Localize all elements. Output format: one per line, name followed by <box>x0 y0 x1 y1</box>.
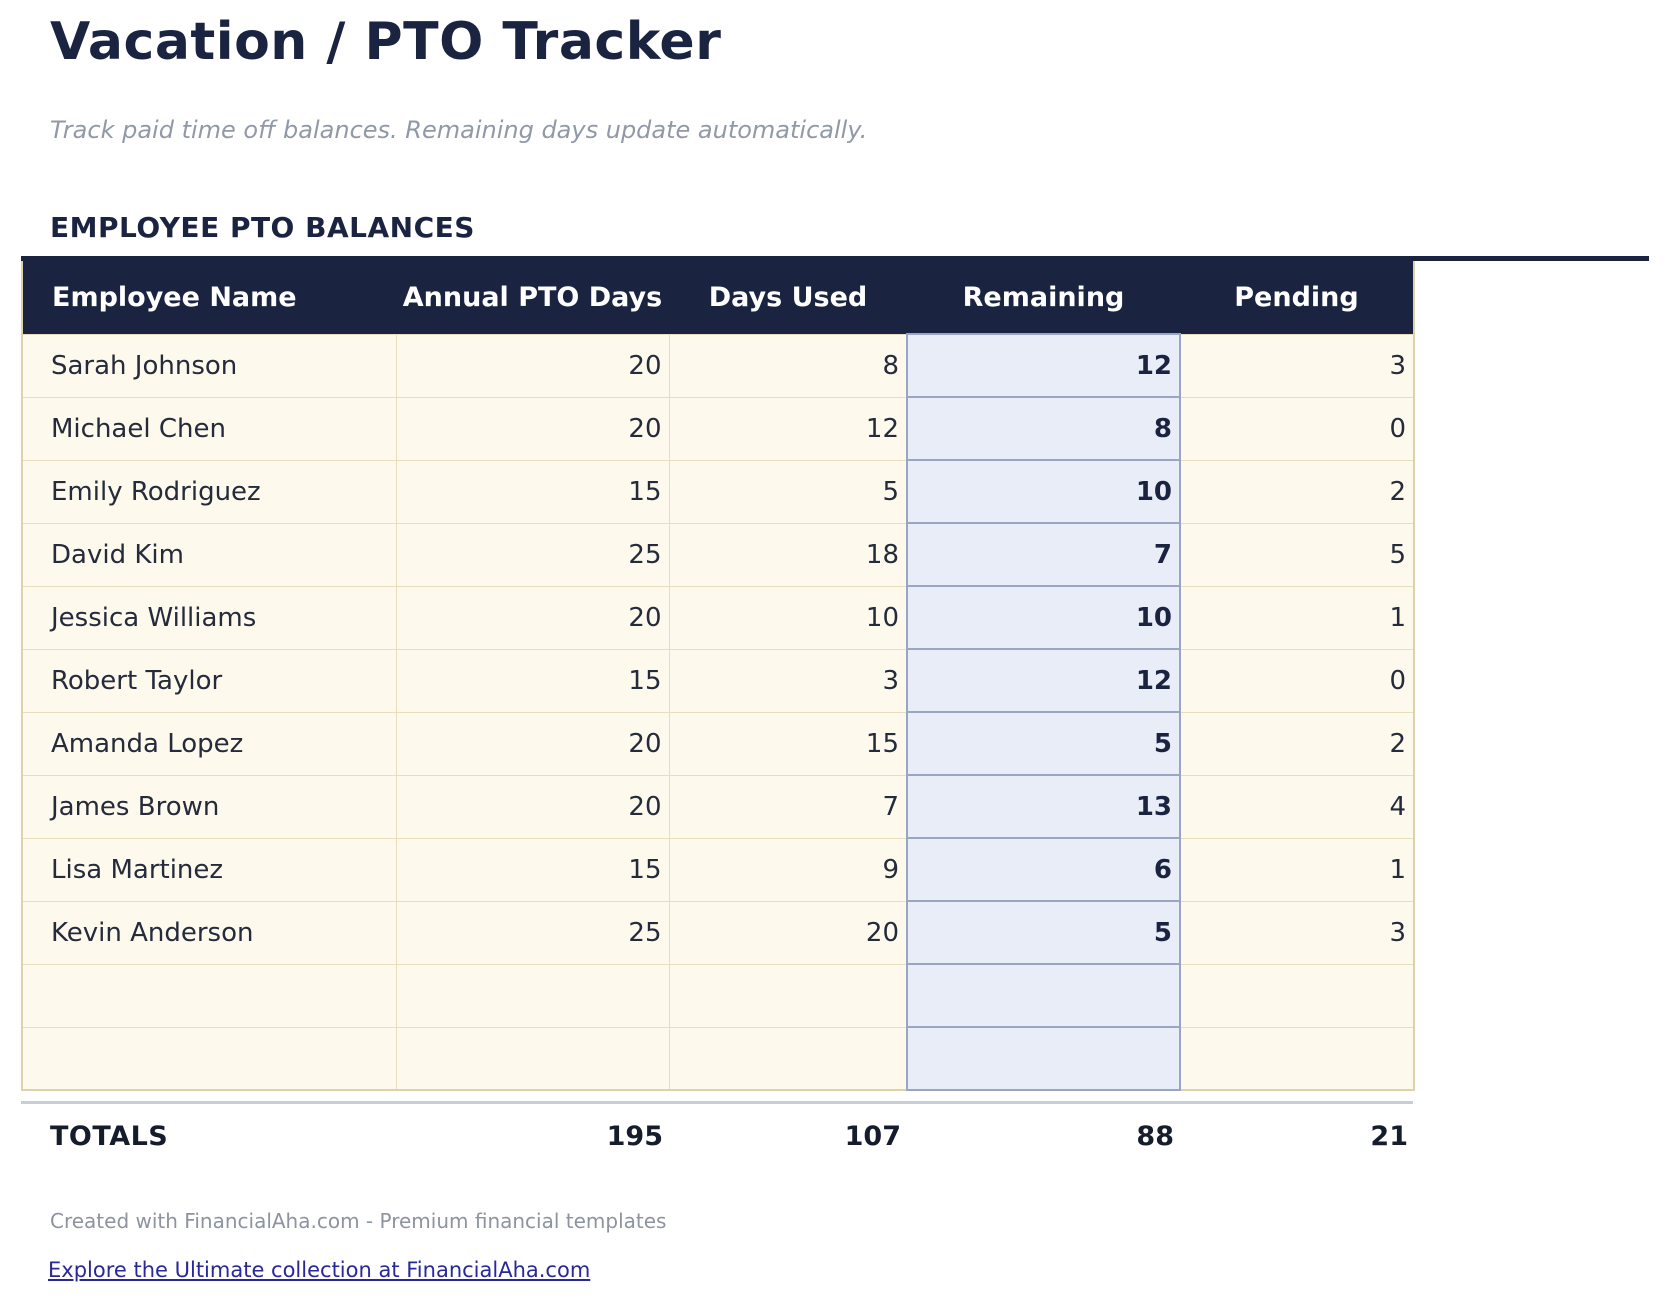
totals-label: TOTALS <box>50 1120 169 1152</box>
days-used-cell[interactable]: 5 <box>668 459 908 524</box>
remaining-cell[interactable]: 10 <box>906 459 1181 525</box>
annual-pto-cell[interactable] <box>395 1026 670 1091</box>
section-heading: EMPLOYEE PTO BALANCES <box>50 210 475 244</box>
employee-name-cell[interactable] <box>21 963 397 1028</box>
table-container: Employee Name Annual PTO Days Days Used … <box>21 256 1649 1092</box>
remaining-cell[interactable]: 13 <box>906 774 1181 840</box>
pending-cell[interactable]: 0 <box>1179 396 1415 461</box>
pending-cell[interactable]: 4 <box>1179 774 1415 839</box>
pending-cell[interactable] <box>1179 963 1415 1028</box>
remaining-cell[interactable]: 5 <box>906 900 1181 966</box>
table-row: Sarah Johnson 20 8 12 3 <box>21 333 1415 399</box>
remaining-cell[interactable]: 5 <box>906 711 1181 777</box>
remaining-cell[interactable]: 7 <box>906 522 1181 588</box>
financialaha-link[interactable]: Explore the Ultimate collection at Finan… <box>48 1258 591 1283</box>
annual-pto-cell[interactable]: 25 <box>395 522 670 587</box>
pending-cell[interactable]: 2 <box>1179 711 1415 776</box>
pending-cell[interactable]: 2 <box>1179 459 1415 524</box>
remaining-cell[interactable]: 12 <box>906 333 1181 399</box>
remaining-cell[interactable]: 12 <box>906 648 1181 714</box>
pending-cell[interactable]: 3 <box>1179 900 1415 965</box>
remaining-cell[interactable]: 10 <box>906 585 1181 651</box>
column-header-pending: Pending <box>1180 261 1414 335</box>
table-row: Robert Taylor 15 3 12 0 <box>21 648 1415 714</box>
days-used-cell[interactable] <box>668 1026 908 1091</box>
annual-pto-cell[interactable]: 20 <box>395 333 670 398</box>
annual-pto-cell[interactable]: 15 <box>395 648 670 713</box>
days-used-cell[interactable]: 8 <box>668 333 908 398</box>
pending-cell[interactable] <box>1179 1026 1415 1091</box>
annual-pto-cell[interactable]: 20 <box>395 711 670 776</box>
totals-divider <box>21 1101 1413 1105</box>
annual-pto-cell[interactable]: 25 <box>395 900 670 965</box>
totals-pending: 21 <box>1370 1120 1408 1152</box>
column-header-days-used: Days Used <box>669 261 907 335</box>
annual-pto-cell[interactable]: 20 <box>395 774 670 839</box>
days-used-cell[interactable]: 7 <box>668 774 908 839</box>
table-row: David Kim 25 18 7 5 <box>21 522 1415 588</box>
table-row: James Brown 20 7 13 4 <box>21 774 1415 840</box>
page-subtitle: Track paid time off balances. Remaining … <box>50 116 868 145</box>
pending-cell[interactable]: 0 <box>1179 648 1415 713</box>
days-used-cell[interactable]: 15 <box>668 711 908 776</box>
pto-table: Employee Name Annual PTO Days Days Used … <box>21 261 1415 1092</box>
remaining-cell[interactable]: 8 <box>906 396 1181 462</box>
pending-cell[interactable]: 1 <box>1179 837 1415 902</box>
annual-pto-cell[interactable] <box>395 963 670 1028</box>
days-used-cell[interactable]: 9 <box>668 837 908 902</box>
days-used-cell[interactable]: 10 <box>668 585 908 650</box>
pending-cell[interactable]: 5 <box>1179 522 1415 587</box>
employee-name-cell[interactable]: Sarah Johnson <box>21 333 397 398</box>
days-used-cell[interactable]: 12 <box>668 396 908 461</box>
employee-name-cell[interactable]: Robert Taylor <box>21 648 397 713</box>
employee-name-cell[interactable]: Amanda Lopez <box>21 711 397 776</box>
days-used-cell[interactable]: 20 <box>668 900 908 965</box>
table-row: Lisa Martinez 15 9 6 1 <box>21 837 1415 903</box>
column-header-employee-name: Employee Name <box>22 261 396 335</box>
totals-annual-pto: 195 <box>606 1120 663 1152</box>
employee-name-cell[interactable] <box>21 1026 397 1091</box>
totals-remaining: 88 <box>1136 1120 1174 1152</box>
totals-row: TOTALS 195 107 88 21 <box>21 1118 1413 1154</box>
days-used-cell[interactable]: 18 <box>668 522 908 587</box>
annual-pto-cell[interactable]: 20 <box>395 585 670 650</box>
remaining-cell[interactable] <box>906 1026 1181 1092</box>
column-header-remaining: Remaining <box>907 261 1180 335</box>
remaining-cell[interactable]: 6 <box>906 837 1181 903</box>
totals-days-used: 107 <box>844 1120 901 1152</box>
employee-name-cell[interactable]: Kevin Anderson <box>21 900 397 965</box>
employee-name-cell[interactable]: Lisa Martinez <box>21 837 397 902</box>
annual-pto-cell[interactable]: 20 <box>395 396 670 461</box>
table-row: Jessica Williams 20 10 10 1 <box>21 585 1415 651</box>
annual-pto-cell[interactable]: 15 <box>395 837 670 902</box>
remaining-cell[interactable] <box>906 963 1181 1029</box>
days-used-cell[interactable] <box>668 963 908 1028</box>
pending-cell[interactable]: 3 <box>1179 333 1415 398</box>
credit-text: Created with FinancialAha.com - Premium … <box>50 1209 667 1234</box>
page-title: Vacation / PTO Tracker <box>50 12 722 72</box>
employee-name-cell[interactable]: Michael Chen <box>21 396 397 461</box>
annual-pto-cell[interactable]: 15 <box>395 459 670 524</box>
employee-name-cell[interactable]: Jessica Williams <box>21 585 397 650</box>
employee-name-cell[interactable]: David Kim <box>21 522 397 587</box>
employee-name-cell[interactable]: James Brown <box>21 774 397 839</box>
table-header-row: Employee Name Annual PTO Days Days Used … <box>22 261 1414 335</box>
table-row: Kevin Anderson 25 20 5 3 <box>21 900 1415 966</box>
table-row-empty <box>21 1026 1415 1092</box>
employee-name-cell[interactable]: Emily Rodriguez <box>21 459 397 524</box>
days-used-cell[interactable]: 3 <box>668 648 908 713</box>
column-header-annual-pto-days: Annual PTO Days <box>396 261 669 335</box>
table-row-empty <box>21 963 1415 1029</box>
table-row: Emily Rodriguez 15 5 10 2 <box>21 459 1415 525</box>
pending-cell[interactable]: 1 <box>1179 585 1415 650</box>
table-row: Michael Chen 20 12 8 0 <box>21 396 1415 462</box>
table-row: Amanda Lopez 20 15 5 2 <box>21 711 1415 777</box>
